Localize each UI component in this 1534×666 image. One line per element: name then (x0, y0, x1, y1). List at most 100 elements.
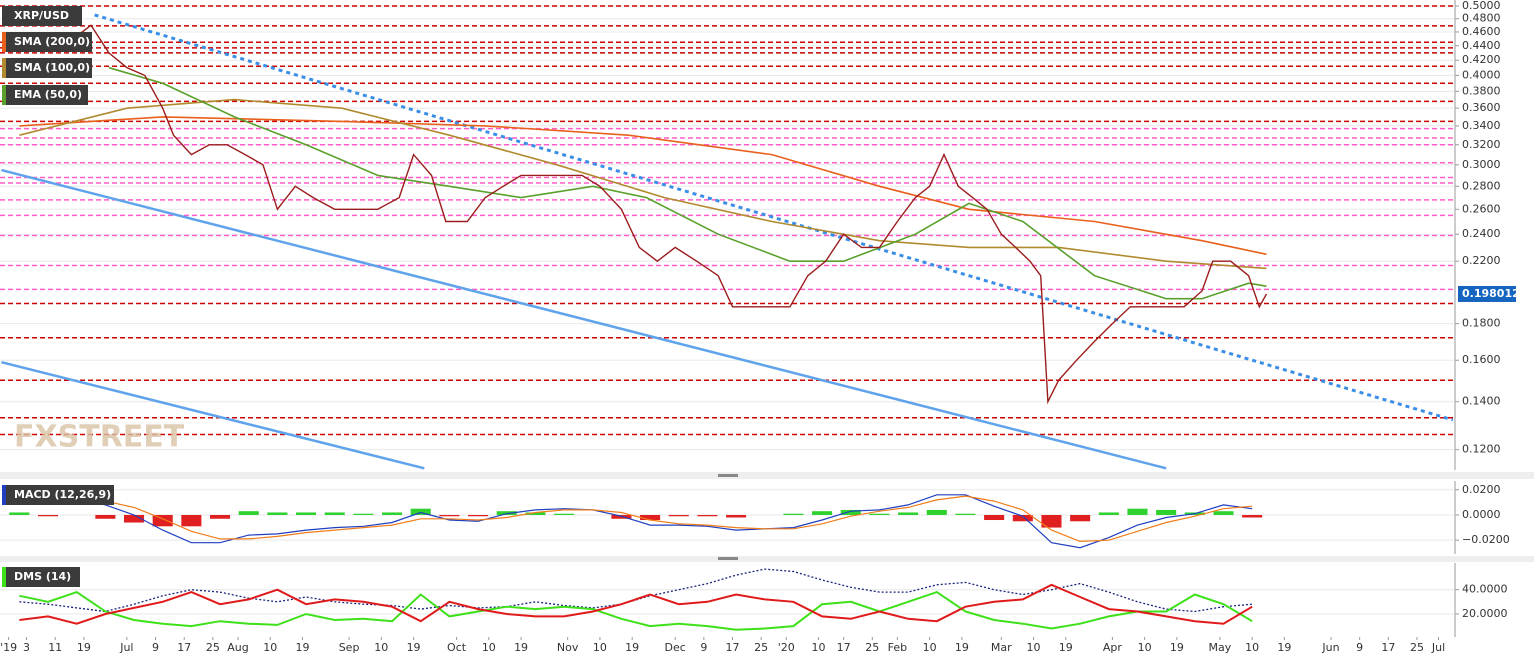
x-tick-label: 25 (754, 641, 768, 654)
pane-divider[interactable] (0, 556, 1534, 562)
indicator-line (19, 98, 1267, 270)
x-tick-label: Oct (447, 641, 467, 654)
histogram-bar (439, 514, 460, 517)
x-tick-label: Dec (665, 641, 686, 654)
legend-box (2, 485, 114, 505)
y-tick-label: 20.0000 (1462, 607, 1508, 620)
macd-line (19, 495, 1253, 543)
histogram-bar (926, 509, 947, 515)
x-tick-label: 25 (1410, 641, 1424, 654)
x-tick-label: 10 (263, 641, 277, 654)
y-tick-label: 0.1400 (1462, 395, 1501, 408)
histogram-bar (812, 511, 833, 515)
legend-box (2, 567, 80, 587)
x-tick-label: 19 (1059, 641, 1073, 654)
histogram-bar (296, 512, 317, 515)
x-tick-label: Sep (339, 641, 360, 654)
legend-swatch (2, 85, 6, 105)
y-tick-label: 0.3800 (1462, 84, 1501, 97)
x-tick-label: 19 (77, 641, 91, 654)
chart-title: XRP/USD (14, 9, 69, 22)
x-tick-label: 19 (625, 641, 639, 654)
y-tick-label: 0.4000 (1462, 68, 1501, 81)
y-tick-label: 0.3400 (1462, 119, 1501, 132)
x-tick-label: 19 (1170, 641, 1184, 654)
histogram-bar (181, 514, 202, 527)
x-tick-label: 10 (812, 641, 826, 654)
y-tick-label: 0.3000 (1462, 158, 1501, 171)
legend-box (2, 6, 82, 26)
x-tick-label: 9 (152, 641, 159, 654)
x-tick-label: '20 (778, 641, 795, 654)
legend-swatch (2, 567, 6, 587)
y-tick-label: 0.3200 (1462, 138, 1501, 151)
y-tick-label: 0.1600 (1462, 353, 1501, 366)
histogram-bar (468, 514, 489, 517)
histogram-bar (9, 512, 30, 515)
legend-label: EMA (50,0) (14, 88, 82, 101)
x-tick-label: 19 (407, 641, 421, 654)
histogram-bar (898, 512, 919, 515)
y-tick-label: 0.2400 (1462, 227, 1501, 240)
histogram-bar (210, 514, 231, 519)
price-line (19, 24, 1268, 405)
histogram-bar (1041, 514, 1062, 528)
x-tick-label: Jul (1431, 641, 1445, 654)
x-tick-label: Mar (991, 641, 1012, 654)
histogram-bar (668, 514, 689, 517)
x-tick-label: 19 (955, 641, 969, 654)
y-tick-label: 0.0000 (1462, 508, 1501, 521)
x-tick-label: 19 (295, 641, 309, 654)
legend-swatch (2, 485, 6, 505)
histogram-bar (123, 514, 145, 523)
histogram-bar (697, 514, 718, 517)
x-tick-label: 25 (865, 641, 879, 654)
trendline (1, 360, 425, 470)
dms-line (19, 568, 1253, 613)
x-tick-label: Apr (1103, 641, 1123, 654)
x-tick-label: 11 (48, 641, 62, 654)
x-tick-label: 10 (1245, 641, 1259, 654)
x-tick-label: Jul (119, 641, 133, 654)
y-tick-label: 0.4800 (1462, 12, 1501, 25)
x-tick-label: '19 (0, 641, 17, 654)
histogram-bar (382, 512, 403, 515)
histogram-bar (152, 514, 173, 527)
histogram-bar (840, 509, 861, 515)
histogram-bar (267, 512, 288, 515)
legend-box (2, 85, 88, 105)
x-tick-label: May (1209, 641, 1232, 654)
watermark: FXSTREET (14, 420, 185, 455)
last-price-tag (1458, 285, 1516, 302)
legend-box (2, 32, 92, 52)
histogram-bar (554, 513, 575, 515)
divider-handle[interactable] (718, 557, 738, 560)
y-tick-label: 0.4600 (1462, 25, 1501, 38)
histogram-bar (1156, 509, 1177, 515)
histogram-bar (955, 513, 976, 515)
pane-divider[interactable] (0, 472, 1534, 479)
x-tick-label: 10 (374, 641, 388, 654)
histogram-bar (95, 514, 116, 519)
x-tick-label: 19 (1277, 641, 1291, 654)
y-tick-label: 0.1800 (1462, 317, 1501, 330)
x-tick-label: 3 (23, 641, 30, 654)
x-tick-label: Aug (227, 641, 248, 654)
y-tick-label: 0.4400 (1462, 39, 1501, 52)
legend-box (2, 58, 92, 78)
histogram-bar (37, 514, 59, 517)
trendline (1, 168, 1167, 470)
main-legend: XRP/USD SMA (200,0) SMA (100,0) EMA (50,… (2, 6, 92, 105)
histogram-bar (611, 514, 632, 519)
indicator-line (19, 116, 1267, 256)
histogram-bar (1242, 514, 1263, 518)
divider-handle[interactable] (718, 474, 738, 477)
dms-line (19, 583, 1253, 625)
y-tick-label: 0.4200 (1462, 53, 1501, 66)
y-tick-label: 0.5000 (1462, 0, 1501, 12)
x-tick-label: 17 (837, 641, 851, 654)
y-tick-label: 0.2600 (1462, 202, 1501, 215)
